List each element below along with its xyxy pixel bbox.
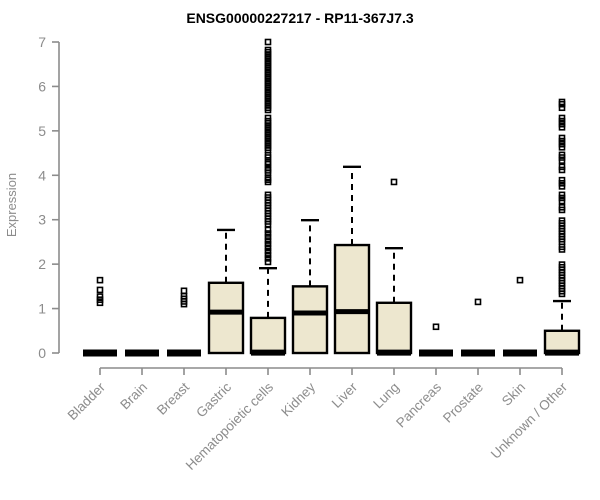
x-tick-label-lung: Lung bbox=[370, 380, 402, 412]
y-tick-label: 7 bbox=[38, 34, 46, 50]
box-group-prostate bbox=[461, 298, 495, 357]
x-tick-label-kidney: Kidney bbox=[278, 379, 318, 419]
x-tick-label-brain: Brain bbox=[117, 380, 150, 413]
outliers-lung bbox=[390, 178, 398, 186]
outlier-point bbox=[264, 240, 272, 248]
outlier-point bbox=[474, 298, 482, 306]
box-group-hematopoietic-cells bbox=[249, 38, 287, 356]
outlier-point bbox=[558, 98, 566, 106]
outlier-point bbox=[558, 261, 566, 268]
outliers-pancreas bbox=[432, 323, 440, 331]
outlier-point bbox=[558, 134, 566, 142]
chart-title: ENSG00000227217 - RP11-367J7.3 bbox=[186, 10, 414, 26]
outlier-point bbox=[264, 247, 272, 255]
y-tick-label: 2 bbox=[38, 256, 46, 272]
box-kidney bbox=[291, 285, 329, 355]
zero-bar-breast bbox=[167, 349, 201, 357]
y-tick-label: 5 bbox=[38, 123, 46, 139]
box-gastric bbox=[207, 281, 245, 355]
y-tick-label: 4 bbox=[38, 167, 46, 183]
outliers-breast bbox=[180, 287, 188, 308]
x-tick-label-skin: Skin bbox=[499, 380, 528, 409]
outlier-point bbox=[264, 226, 272, 234]
outlier-point bbox=[264, 244, 272, 252]
box-group-lung bbox=[375, 178, 413, 356]
outliers-prostate bbox=[474, 298, 482, 306]
x-tick-label-breast: Breast bbox=[154, 379, 192, 417]
outlier-point bbox=[264, 237, 272, 244]
outlier-point bbox=[264, 251, 272, 259]
outlier-point bbox=[264, 38, 272, 46]
box-group-pancreas bbox=[419, 323, 453, 357]
zero-bar-prostate bbox=[461, 349, 495, 357]
outlier-point bbox=[96, 286, 104, 294]
outlier-point bbox=[264, 258, 272, 266]
outlier-point bbox=[264, 255, 272, 262]
x-tick-label-liver: Liver bbox=[329, 379, 361, 411]
outlier-point bbox=[558, 203, 566, 211]
box-group-breast bbox=[167, 287, 201, 357]
outlier-point bbox=[264, 233, 272, 241]
outlier-point bbox=[390, 178, 398, 186]
outlier-point bbox=[96, 276, 104, 284]
x-tick-label-prostate: Prostate bbox=[440, 380, 486, 426]
box-hematopoietic-cells bbox=[249, 316, 287, 355]
box-group-bladder bbox=[83, 276, 117, 357]
y-tick-label: 3 bbox=[38, 212, 46, 228]
outlier-point bbox=[264, 46, 272, 54]
box-group-liver bbox=[333, 165, 371, 355]
outlier-point bbox=[558, 163, 566, 171]
outlier-point bbox=[264, 164, 272, 172]
outlier-point bbox=[180, 287, 188, 295]
box-group-unknown-other bbox=[543, 98, 581, 356]
outlier-point bbox=[264, 114, 272, 122]
outlier-point bbox=[558, 114, 566, 122]
y-axis-title: Expression bbox=[4, 173, 19, 237]
outlier-point bbox=[516, 276, 524, 284]
outlier-point bbox=[264, 191, 272, 199]
zero-bar-bladder bbox=[83, 349, 117, 357]
box-liver bbox=[333, 243, 371, 355]
x-tick-label-gastric: Gastric bbox=[193, 379, 234, 420]
outlier-point bbox=[264, 230, 272, 237]
y-tick-label: 6 bbox=[38, 78, 46, 94]
outlier-point bbox=[558, 151, 566, 159]
outlier-point bbox=[558, 191, 566, 199]
zero-bar-skin bbox=[503, 349, 537, 357]
outliers-bladder bbox=[96, 276, 104, 307]
box-group-skin bbox=[503, 276, 537, 357]
outliers-skin bbox=[516, 276, 524, 284]
x-tick-label-pancreas: Pancreas bbox=[393, 379, 444, 430]
zero-bar-brain bbox=[125, 349, 159, 357]
outliers-unknown-other bbox=[558, 98, 566, 298]
y-tick-label: 1 bbox=[38, 301, 46, 317]
outlier-point bbox=[558, 217, 566, 224]
box-group-brain bbox=[125, 349, 159, 357]
outlier-point bbox=[558, 176, 566, 184]
x-tick-label-unknown-other: Unknown / Other bbox=[488, 379, 571, 462]
zero-bar-pancreas bbox=[419, 349, 453, 357]
y-tick-label: 0 bbox=[38, 345, 46, 361]
outlier-point bbox=[432, 323, 440, 331]
outlier-point bbox=[96, 293, 104, 300]
x-tick-label-bladder: Bladder bbox=[65, 379, 109, 423]
box-group-kidney bbox=[291, 218, 329, 355]
box-group-gastric bbox=[207, 228, 245, 355]
box-lung bbox=[375, 301, 413, 355]
outliers-hematopoietic-cells bbox=[264, 38, 272, 266]
